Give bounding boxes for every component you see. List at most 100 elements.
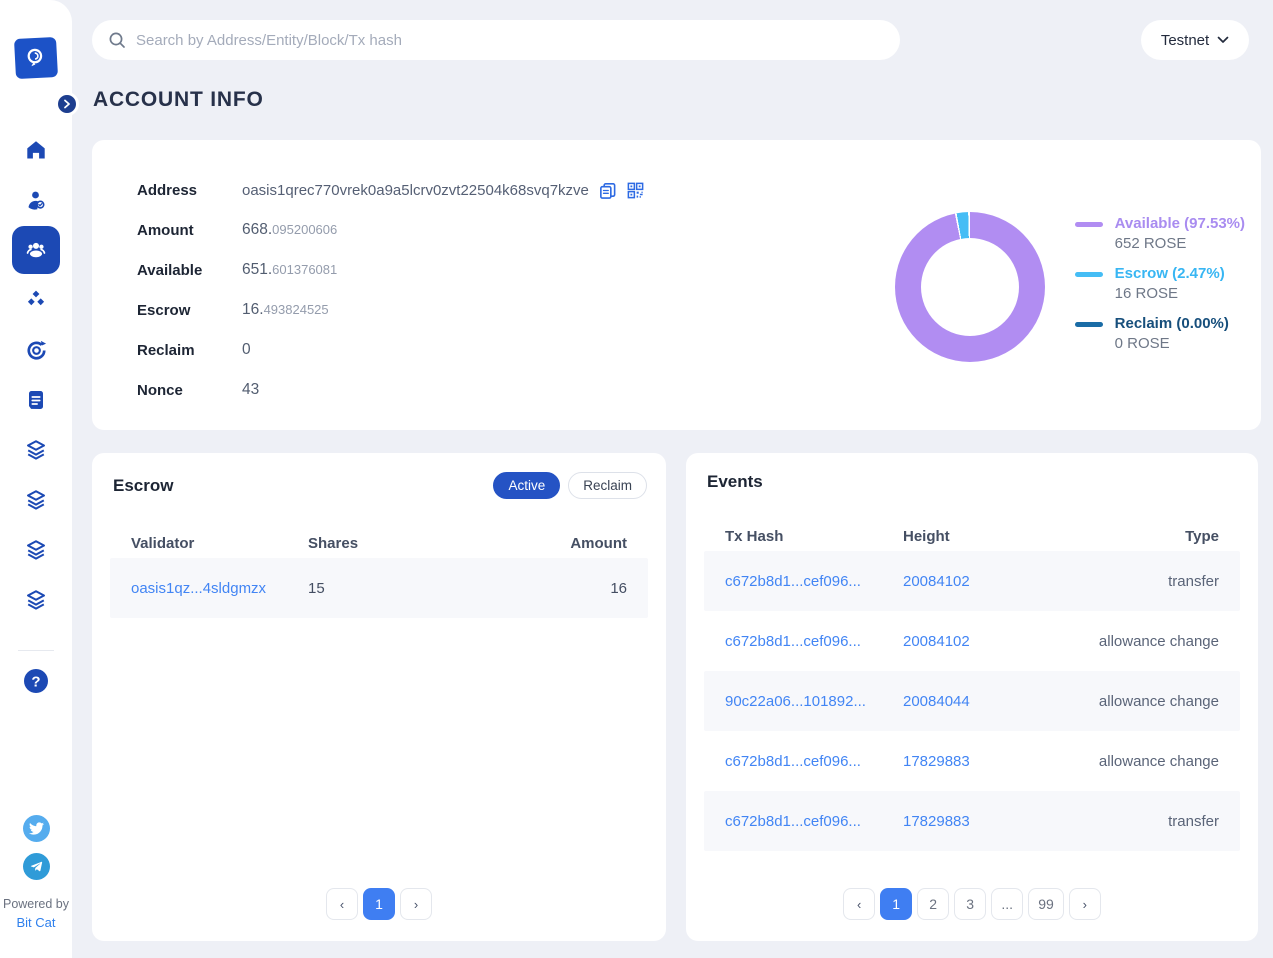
sidebar: ? Powered by Bit Cat — [0, 0, 79, 958]
event-type: allowance change — [1098, 632, 1219, 650]
next-page-button[interactable]: › — [400, 888, 432, 920]
magnifier-logo-icon — [27, 48, 43, 67]
powered-by-label: Powered by — [2, 897, 69, 911]
sidebar-item-accounts[interactable] — [12, 226, 60, 274]
escrow-label: Escrow — [137, 301, 191, 319]
blocks-icon — [27, 290, 45, 306]
legend-marker — [1074, 272, 1103, 277]
legend-item: Available (97.53%) 652 ROSE — [1074, 215, 1245, 252]
svg-text:?: ? — [31, 674, 40, 691]
telegram-link[interactable] — [22, 853, 50, 880]
escrow-distribution-donut — [894, 212, 1045, 362]
tx-hash-link[interactable]: c672b8d1...cef096... — [725, 752, 861, 770]
account-address-row: Address oasis1qrec770vrek0a9a5lcrv0zvt22… — [137, 170, 645, 210]
network-label: Testnet — [1160, 31, 1210, 49]
qr-code-icon — [627, 182, 644, 198]
height-link[interactable]: 17829883 — [903, 752, 970, 770]
page-button-99[interactable]: 99 — [1028, 888, 1064, 920]
table-row: c672b8d1...cef096... 17829883 allowance … — [704, 731, 1240, 791]
sidebar-item-home[interactable] — [12, 125, 60, 175]
table-row: c672b8d1...cef096... 20084102 transfer — [704, 551, 1240, 611]
legend-amount: 16 ROSE — [1114, 285, 1179, 302]
app-logo[interactable] — [13, 36, 59, 80]
sidebar-item-validators[interactable] — [12, 175, 60, 225]
layers-icon — [27, 540, 45, 560]
page-button-ellipsis[interactable]: ... — [991, 888, 1024, 920]
search-input[interactable] — [136, 31, 884, 49]
layers-icon — [27, 440, 45, 460]
height-link[interactable]: 17829883 — [903, 812, 970, 830]
sidebar-item-paratime-2[interactable] — [12, 475, 60, 525]
amount-int: 668. — [242, 221, 273, 238]
sidebar-nav — [0, 125, 72, 625]
sidebar-collapse-button[interactable] — [55, 92, 79, 116]
qr-code-button[interactable] — [626, 181, 645, 200]
height-link[interactable]: 20084102 — [903, 572, 970, 590]
legend-item: Escrow (2.47%) 16 ROSE — [1074, 265, 1245, 302]
sidebar-item-paratime-1[interactable] — [12, 425, 60, 475]
legend-label: Reclaim (0.00%) — [1114, 315, 1229, 332]
page-button-3[interactable]: 3 — [954, 888, 987, 920]
copy-icon — [599, 182, 616, 199]
sidebar-item-paratime-3[interactable] — [12, 525, 60, 575]
reclaim-label: Reclaim — [137, 341, 195, 359]
legend-marker — [1074, 322, 1103, 327]
sidebar-item-transactions[interactable] — [12, 325, 60, 375]
twitter-icon — [28, 822, 44, 835]
prev-page-button[interactable]: ‹ — [326, 888, 358, 920]
page-button-1[interactable]: 1 — [880, 888, 913, 920]
sidebar-item-paratime-4[interactable] — [12, 575, 60, 625]
account-escrow-row: Escrow 16.493824525 — [137, 290, 645, 330]
tx-hash-link[interactable]: c672b8d1...cef096... — [725, 572, 861, 590]
event-type: transfer — [1168, 812, 1219, 830]
validator-link[interactable]: oasis1qz...4sldgmzx — [131, 579, 267, 597]
tab-active[interactable]: Active — [493, 472, 561, 499]
search-bar — [92, 20, 900, 60]
bit-cat-link[interactable]: Bit Cat — [16, 915, 56, 930]
search-icon — [109, 32, 125, 48]
next-page-button[interactable]: › — [1068, 888, 1101, 920]
account-info-card: Address oasis1qrec770vrek0a9a5lcrv0zvt22… — [92, 140, 1261, 430]
escrow-pagination: ‹ 1 › — [92, 888, 666, 920]
chevron-right-icon — [64, 99, 70, 109]
legend-amount: 0 ROSE — [1114, 335, 1170, 352]
nonce-value: 43 — [242, 381, 260, 398]
layers-icon — [27, 590, 45, 610]
account-amount-row: Amount 668.095200606 — [137, 210, 645, 250]
account-fields: Address oasis1qrec770vrek0a9a5lcrv0zvt22… — [137, 170, 645, 410]
prev-page-button[interactable]: ‹ — [843, 888, 876, 920]
page-button-2[interactable]: 2 — [917, 888, 950, 920]
tx-hash-link[interactable]: c672b8d1...cef096... — [725, 812, 861, 830]
col-amount: Amount — [570, 534, 627, 552]
telegram-icon — [30, 861, 42, 872]
tab-reclaim[interactable]: Reclaim — [568, 472, 647, 499]
table-row: 90c22a06...101892... 20084044 allowance … — [704, 671, 1240, 731]
tx-hash-link[interactable]: 90c22a06...101892... — [725, 692, 866, 710]
col-height: Height — [903, 527, 950, 545]
account-nonce-row: Nonce 43 — [137, 370, 645, 410]
tx-hash-link[interactable]: c672b8d1...cef096... — [725, 632, 861, 650]
height-link[interactable]: 20084044 — [903, 692, 970, 710]
sidebar-item-proposals[interactable] — [12, 375, 60, 425]
accounts-icon — [26, 242, 46, 258]
sidebar-divider — [18, 650, 54, 651]
nonce-label: Nonce — [137, 381, 183, 399]
network-selector[interactable]: Testnet — [1141, 20, 1249, 60]
address-value: oasis1qrec770vrek0a9a5lcrv0zvt22504k68sv… — [242, 181, 589, 199]
copy-address-button[interactable] — [598, 181, 617, 200]
available-label: Available — [137, 261, 203, 279]
escrow-table-header: Validator Shares Amount — [110, 528, 648, 558]
sidebar-item-help[interactable]: ? — [22, 667, 50, 695]
help-icon: ? — [24, 669, 48, 693]
reclaim-value: 0 — [242, 341, 251, 358]
height-link[interactable]: 20084102 — [903, 632, 970, 650]
twitter-link[interactable] — [22, 815, 50, 842]
events-panel: Events Tx Hash Height Type c672b8d1...ce… — [686, 453, 1258, 941]
page-button-1[interactable]: 1 — [363, 888, 395, 920]
sidebar-footer: Powered by Bit Cat — [0, 815, 72, 930]
balance-chart: Available (97.53%) 652 ROSE Escrow (2.47… — [894, 212, 1245, 362]
table-row: oasis1qz...4sldgmzx 15 16 — [110, 558, 648, 618]
amount-label: Amount — [137, 221, 194, 239]
sidebar-item-blocks[interactable] — [12, 275, 60, 325]
layers-icon — [27, 490, 45, 510]
